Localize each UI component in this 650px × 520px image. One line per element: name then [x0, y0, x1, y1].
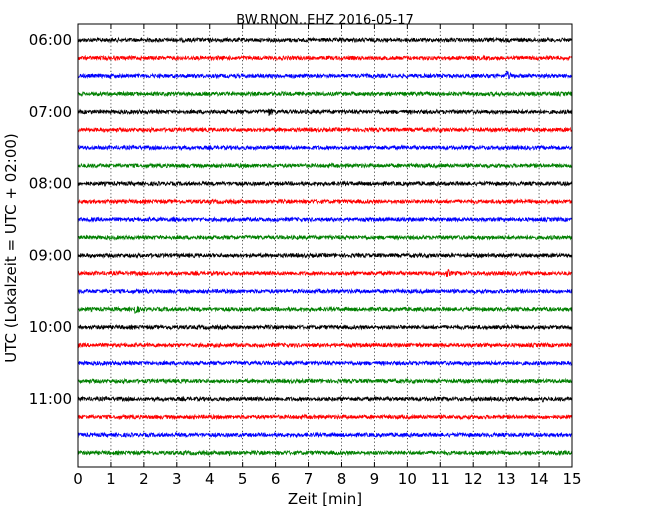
trace-line	[77, 305, 573, 314]
x-tick-label: 3	[172, 470, 182, 488]
trace-line	[77, 36, 573, 44]
x-tick-label: 9	[370, 470, 380, 488]
x-tick-label: 5	[238, 470, 248, 488]
x-tick-label: 2	[139, 470, 149, 488]
trace-line	[77, 144, 573, 152]
trace-line	[77, 287, 573, 295]
trace-line	[77, 359, 573, 367]
y-tick-label: 09:00	[29, 246, 72, 264]
x-tick-label: 7	[304, 470, 314, 488]
trace-line	[77, 268, 573, 278]
x-tick-label: 13	[497, 470, 516, 488]
y-tick-label: 10:00	[29, 318, 72, 336]
chart-title: BW.RNON..EHZ 2016-05-17	[236, 13, 414, 28]
trace-line	[77, 216, 573, 223]
y-tick-label: 06:00	[29, 31, 72, 49]
plot-frame	[77, 23, 573, 468]
y-ticks: 06:00 07:00 08:00 09:00 10:00 11:00	[29, 31, 572, 408]
x-tick-label: 15	[562, 470, 581, 488]
trace-line	[77, 126, 573, 134]
x-ticks: 0 1 2 3 4 5 6 7 8 9 10 11 12 13 14 15	[73, 24, 582, 488]
trace-line	[77, 413, 573, 421]
x-tick-label: 11	[431, 470, 450, 488]
seismic-traces	[77, 36, 573, 457]
y-tick-label: 08:00	[29, 175, 72, 193]
trace-line	[77, 70, 573, 80]
y-tick-label: 07:00	[29, 103, 72, 121]
x-tick-label: 6	[271, 470, 281, 488]
trace-line	[77, 395, 573, 403]
x-tick-label: 8	[337, 470, 347, 488]
x-tick-label: 4	[205, 470, 215, 488]
trace-line	[77, 431, 573, 439]
y-tick-label: 11:00	[29, 390, 72, 408]
x-tick-label: 12	[464, 470, 483, 488]
x-axis-label: Zeit [min]	[288, 490, 362, 508]
x-tick-label: 10	[398, 470, 417, 488]
x-tick-label: 1	[106, 470, 116, 488]
trace-line	[77, 90, 573, 98]
trace-line	[77, 108, 573, 117]
x-tick-label: 0	[73, 470, 83, 488]
trace-line	[77, 54, 573, 62]
trace-line	[77, 341, 573, 349]
trace-line	[77, 198, 573, 206]
trace-line	[77, 251, 573, 259]
trace-line	[77, 323, 573, 331]
trace-line	[77, 180, 573, 188]
trace-line	[77, 162, 573, 170]
x-tick-label: 14	[530, 470, 549, 488]
y-axis-label: UTC (Lokalzeit = UTC + 02:00)	[2, 133, 20, 363]
trace-line	[77, 449, 573, 457]
trace-line	[77, 234, 573, 241]
trace-line	[77, 377, 573, 385]
